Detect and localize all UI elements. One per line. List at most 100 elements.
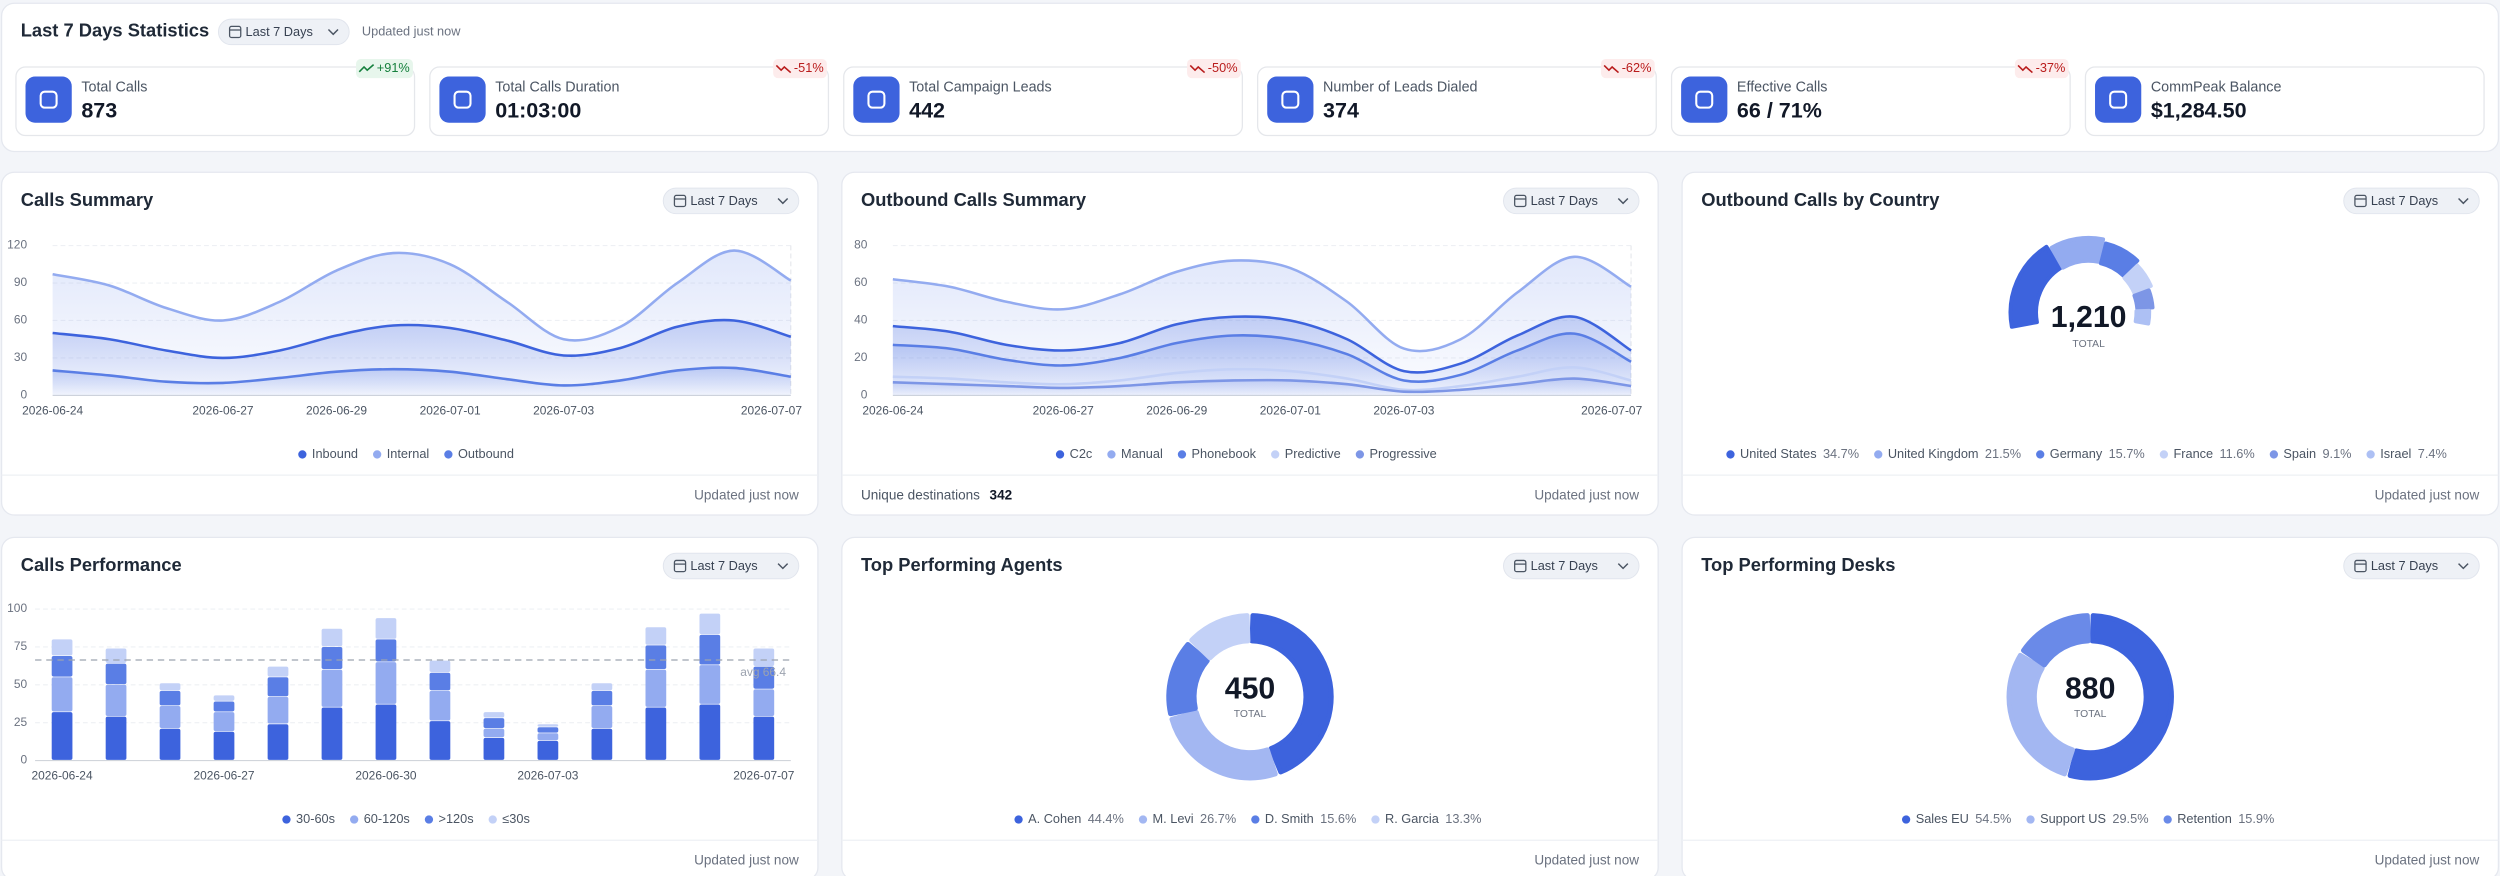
stat-card: [1257, 66, 1657, 137]
x-tick-label: 2026-07-03: [533, 404, 594, 418]
legend-value: 44.4%: [1088, 811, 1124, 826]
date-filter[interactable]: [2343, 552, 2480, 580]
calendar-icon: [2354, 559, 2367, 573]
legend-value: 21.5%: [1985, 446, 2021, 461]
stat-label: Effective Calls: [1737, 79, 1828, 95]
stat-label: Total Calls: [81, 79, 147, 95]
bar-segment: [321, 669, 343, 707]
legend-value: 13.3%: [1445, 811, 1481, 826]
bar-segment: [537, 724, 559, 727]
donut-segment: [1169, 709, 1278, 781]
footer-updated: Updated just now: [2375, 487, 2480, 502]
bar-segment: [753, 666, 775, 689]
bar-segment: [483, 718, 505, 729]
y-tick-label: 75: [14, 639, 28, 653]
bar-segment: [699, 613, 721, 635]
legend-marker: [2026, 815, 2035, 824]
y-tick-label: 120: [7, 238, 27, 252]
total-label: TOTAL: [1234, 709, 1267, 720]
calendar-icon: [673, 559, 687, 573]
stat-icon: [853, 76, 900, 123]
x-tick-label: 2026-06-29: [1146, 404, 1207, 418]
legend-marker: [1177, 450, 1187, 459]
line: [892, 366, 1632, 392]
stat-value: 01:03:00: [495, 98, 581, 122]
legend-label: United States: [1740, 446, 1817, 461]
donut-segment: [2067, 613, 2174, 781]
legend-label: France: [2173, 446, 2213, 461]
legend-marker: [2366, 450, 2375, 459]
stat-card: [2084, 66, 2485, 137]
stat-icon: [1267, 76, 1314, 123]
chart-title: Calls Summary: [21, 189, 154, 210]
date-filter[interactable]: [662, 187, 800, 215]
calendar-icon: [228, 25, 242, 39]
bar-segment: [483, 728, 505, 738]
x-tick-label: 2026-06-30: [355, 769, 416, 783]
stat-icon-glyph: [2109, 90, 2128, 109]
average-label: avg 66.4: [740, 665, 786, 679]
gauge-segment: [2099, 241, 2140, 278]
x-tick-label: 2026-07-03: [1373, 404, 1434, 418]
footer-updated: Updated just now: [2375, 853, 2480, 868]
stat-icon: [2095, 76, 2142, 123]
footer-updated: Updated just now: [1534, 487, 1639, 502]
bar-segment: [429, 721, 451, 760]
donut-segment: [2020, 613, 2091, 668]
stat-icon-glyph: [1695, 90, 1714, 109]
legend-marker: [2159, 450, 2169, 459]
change-value: -51%: [794, 60, 824, 75]
legend-label: Phonebook: [1192, 446, 1257, 461]
bar-segment: [753, 648, 775, 666]
legend-marker: [350, 815, 359, 824]
x-tick-label: 2026-06-27: [193, 769, 254, 783]
x-tick-label: 2026-06-27: [1033, 404, 1094, 418]
legend-marker: [2163, 815, 2172, 824]
legend-marker: [1355, 450, 1365, 459]
stat-icon-glyph: [39, 90, 58, 109]
bar-segment: [105, 716, 127, 760]
chart-title: Calls Performance: [21, 554, 182, 575]
bar-segment: [645, 627, 667, 645]
legend-marker: [1055, 450, 1065, 459]
bar-segment: [321, 646, 343, 670]
line: [892, 315, 1632, 374]
legend-value: 11.6%: [2220, 446, 2255, 461]
legend-label: 60-120s: [364, 811, 410, 826]
bar-segment: [537, 733, 559, 741]
date-filter[interactable]: [662, 552, 800, 580]
legend-value: 15.6%: [1320, 811, 1356, 826]
trend-arrow: [775, 64, 792, 74]
legend-marker: [488, 815, 497, 824]
gauge-segment: [2122, 263, 2153, 295]
date-filter[interactable]: [2343, 187, 2480, 215]
y-tick-label: 0: [861, 388, 868, 402]
date-filter[interactable]: [1503, 187, 1640, 215]
y-tick-label: 25: [14, 715, 28, 729]
trend-arrow: [1603, 64, 1620, 74]
legend-value: 34.7%: [1823, 446, 1859, 461]
bar-segment: [375, 704, 397, 760]
y-tick-label: 0: [20, 388, 27, 402]
legend-label: Sales EU: [1916, 811, 1969, 826]
stat-label: Number of Leads Dialed: [1323, 79, 1478, 95]
bar-segment: [591, 728, 613, 760]
date-filter[interactable]: [1503, 552, 1640, 580]
bar-segment: [267, 666, 289, 677]
bar-segment: [105, 648, 127, 663]
legend-marker: [1138, 815, 1148, 824]
x-tick-label: 2026-07-03: [517, 769, 578, 783]
x-tick-label: 2026-06-29: [306, 404, 367, 418]
bar-segment: [51, 656, 73, 677]
line: [52, 318, 792, 360]
x-tick-label: 2026-07-07: [733, 769, 794, 783]
legend-marker: [1874, 450, 1883, 459]
bar-segment: [321, 628, 343, 647]
legend-marker: [1251, 815, 1260, 824]
trend-arrow: [2017, 64, 2033, 74]
legend-label: Predictive: [1285, 446, 1341, 461]
bar-segment: [375, 662, 397, 704]
date-filter[interactable]: [217, 18, 350, 46]
stat-value: 873: [81, 98, 117, 122]
x-tick-label: 2026-06-24: [32, 769, 93, 783]
